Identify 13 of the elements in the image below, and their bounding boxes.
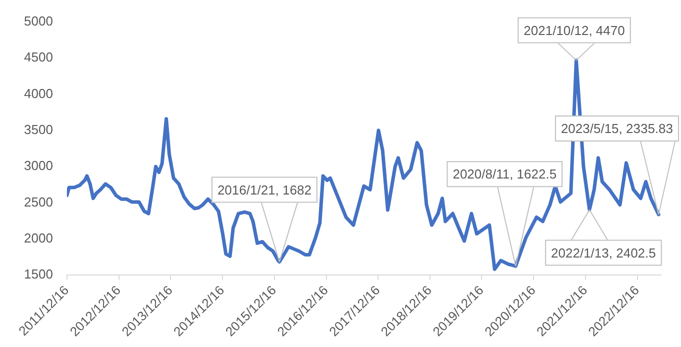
annotation: 2021/10/12, 4470 [524, 22, 625, 38]
annotation: 2023/5/15, 2335.83 [560, 121, 674, 136]
y-tick-label: 3500 [24, 122, 53, 137]
annotation: 2016/1/21, 1682 [217, 182, 312, 198]
y-tick-label: 1500 [24, 266, 53, 282]
y-tick-label: 4500 [24, 50, 53, 65]
y-tick-label: 5000 [24, 14, 53, 29]
annotation: 2020/8/11, 1622.5 [452, 166, 557, 182]
y-tick-label: 2000 [24, 230, 53, 246]
y-tick-label: 4000 [24, 86, 53, 101]
y-tick-label: 2500 [24, 194, 53, 210]
annotation: 2022/1/13, 2402.5 [551, 245, 656, 260]
y-tick-label: 3000 [24, 158, 53, 174]
